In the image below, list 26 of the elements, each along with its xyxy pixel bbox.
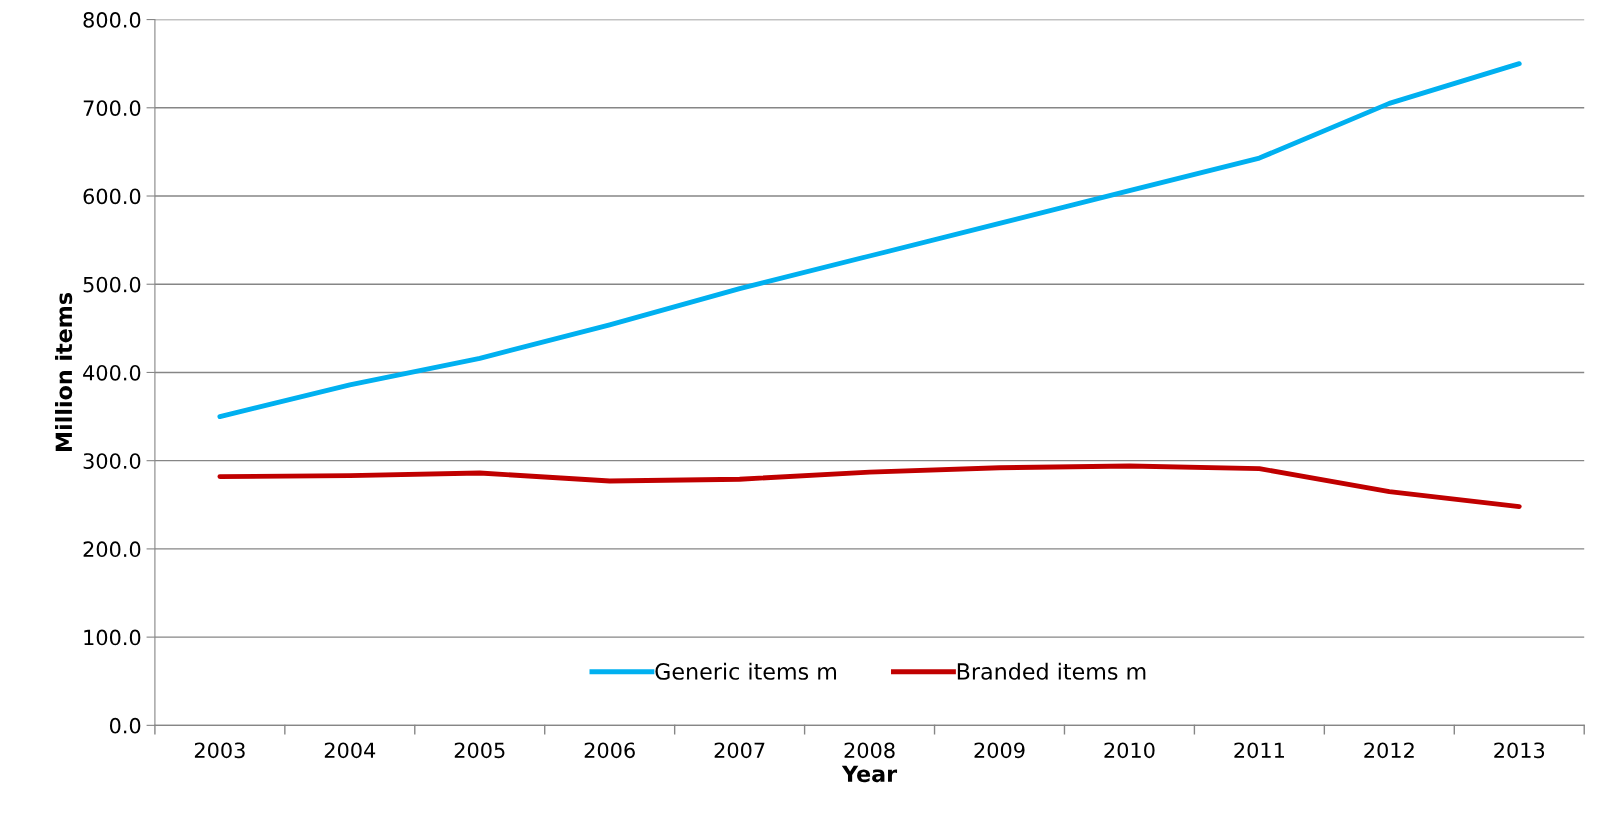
x-tick-label: 2011 [1234, 742, 1284, 759]
y-tick-label: 0.0 [109, 717, 141, 734]
y-tick-label: 500.0 [83, 276, 141, 293]
y-tick-label: 100.0 [84, 629, 141, 646]
x-tick-label: 2006 [584, 742, 635, 759]
legend-label: Branded items m [957, 662, 1146, 680]
y-tick-label: 200.0 [83, 541, 141, 558]
line-series [217, 463, 1522, 509]
line-series [217, 61, 1522, 419]
x-tick-label: 2009 [974, 742, 1025, 759]
x-tick-label: 2007 [714, 742, 765, 759]
x-tick-label: 2003 [194, 742, 245, 759]
y-tick-label: 400.0 [83, 364, 141, 381]
x-tick-label: 2008 [844, 742, 895, 759]
y-tick-label: 600.0 [83, 188, 141, 205]
legend-label: Generic items m [655, 662, 837, 680]
y-tick-label: 800.0 [83, 12, 141, 28]
x-tick-label: 2005 [454, 742, 505, 759]
y-tick-label: 300.0 [83, 453, 141, 469]
x-tick-label: 2004 [324, 742, 376, 759]
x-tick-label: 2010 [1104, 742, 1155, 759]
x-tick-label: 2013 [1494, 742, 1545, 759]
x-tick-label: 2012 [1364, 742, 1414, 759]
x-axis-title: Year [841, 765, 898, 783]
y-axis-title: Million items [55, 292, 73, 451]
y-tick-label: 700.0 [83, 100, 141, 116]
